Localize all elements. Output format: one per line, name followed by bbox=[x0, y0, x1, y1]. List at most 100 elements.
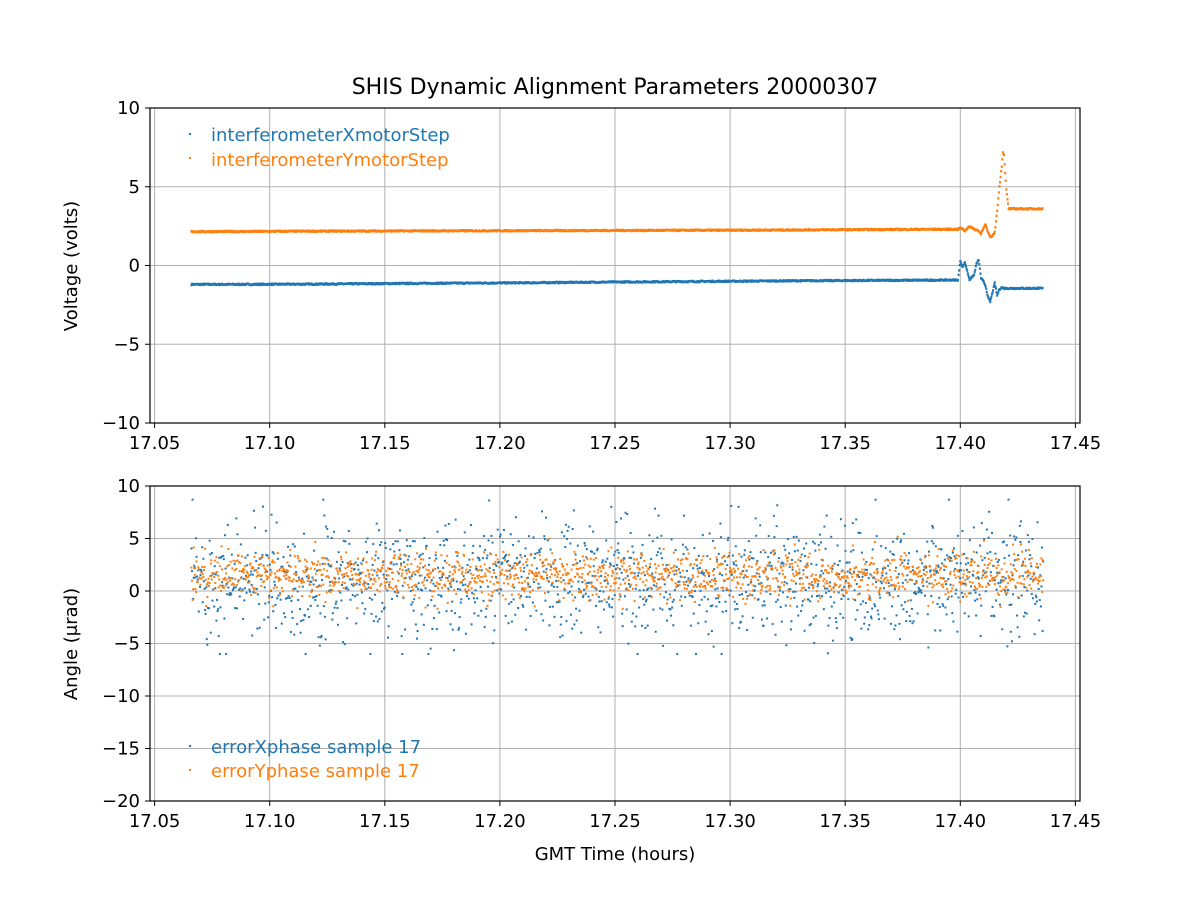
data-point bbox=[443, 559, 446, 562]
data-point bbox=[192, 576, 195, 579]
data-point bbox=[528, 595, 531, 598]
data-point bbox=[985, 528, 988, 531]
data-point bbox=[666, 598, 669, 601]
data-point bbox=[686, 548, 689, 551]
data-point bbox=[396, 540, 399, 543]
data-point bbox=[543, 538, 546, 541]
data-point bbox=[657, 514, 660, 517]
data-point bbox=[415, 570, 418, 573]
data-point bbox=[384, 542, 387, 545]
data-point bbox=[301, 577, 304, 580]
data-point bbox=[963, 552, 966, 555]
data-point bbox=[285, 569, 288, 572]
data-point bbox=[1000, 165, 1003, 168]
data-point bbox=[426, 579, 429, 582]
data-point bbox=[191, 570, 194, 573]
data-point bbox=[1012, 593, 1015, 596]
data-point bbox=[887, 564, 890, 567]
data-point bbox=[298, 559, 301, 562]
data-point bbox=[276, 597, 279, 600]
data-point bbox=[462, 575, 465, 578]
data-point bbox=[337, 623, 340, 626]
y-tick-label: 5 bbox=[129, 177, 140, 198]
data-point bbox=[390, 561, 393, 564]
data-point bbox=[454, 612, 457, 615]
data-point bbox=[318, 584, 321, 587]
data-point bbox=[247, 574, 250, 577]
data-point bbox=[296, 590, 299, 593]
data-point bbox=[402, 596, 405, 599]
data-point bbox=[211, 599, 214, 602]
data-point bbox=[1003, 163, 1006, 166]
data-point bbox=[879, 580, 882, 583]
data-point bbox=[398, 549, 401, 552]
data-point bbox=[471, 552, 474, 555]
data-point bbox=[588, 525, 591, 528]
data-point bbox=[397, 572, 400, 575]
data-point bbox=[616, 563, 619, 566]
data-point bbox=[634, 625, 637, 628]
data-point bbox=[982, 569, 985, 572]
data-point bbox=[239, 577, 242, 580]
data-point bbox=[740, 555, 743, 558]
data-point bbox=[996, 294, 999, 297]
data-point bbox=[396, 588, 399, 591]
data-point bbox=[981, 559, 984, 562]
data-point bbox=[1030, 592, 1033, 595]
data-point bbox=[928, 582, 931, 585]
data-point bbox=[335, 567, 338, 570]
data-point bbox=[438, 611, 441, 614]
data-point bbox=[852, 549, 855, 552]
data-point bbox=[1027, 540, 1030, 543]
data-point bbox=[225, 653, 228, 655]
data-point bbox=[714, 588, 717, 591]
data-point bbox=[317, 560, 320, 563]
data-point bbox=[355, 622, 358, 625]
data-point bbox=[589, 599, 592, 602]
data-point bbox=[309, 604, 312, 607]
data-point bbox=[238, 595, 241, 598]
data-point bbox=[712, 645, 715, 648]
data-point bbox=[743, 553, 746, 556]
data-point bbox=[934, 629, 937, 632]
data-point bbox=[926, 613, 929, 616]
data-point bbox=[830, 535, 833, 538]
data-point bbox=[525, 595, 528, 598]
data-point bbox=[212, 588, 215, 591]
data-point bbox=[229, 560, 232, 563]
data-point bbox=[988, 232, 991, 236]
data-point bbox=[910, 607, 913, 610]
data-point bbox=[784, 604, 787, 607]
data-point bbox=[258, 557, 261, 560]
data-point bbox=[843, 585, 846, 588]
data-point bbox=[453, 568, 456, 571]
data-point bbox=[423, 537, 426, 540]
data-point bbox=[416, 629, 419, 632]
data-point bbox=[567, 525, 570, 528]
data-point bbox=[456, 588, 459, 591]
data-point bbox=[481, 557, 484, 560]
data-point bbox=[423, 576, 426, 579]
data-point bbox=[804, 554, 807, 557]
data-point bbox=[332, 584, 335, 587]
data-point bbox=[500, 562, 503, 565]
data-point bbox=[1016, 626, 1019, 629]
data-point bbox=[192, 546, 195, 549]
data-point bbox=[238, 570, 241, 573]
data-point bbox=[218, 653, 221, 655]
data-point bbox=[281, 565, 284, 568]
data-point bbox=[237, 579, 240, 582]
data-point bbox=[288, 576, 291, 579]
data-point bbox=[194, 590, 197, 593]
data-point bbox=[472, 544, 475, 547]
data-point bbox=[984, 285, 987, 288]
data-point bbox=[577, 588, 580, 591]
data-point bbox=[967, 615, 970, 618]
data-point bbox=[612, 565, 615, 568]
data-point bbox=[263, 618, 266, 621]
data-point bbox=[955, 588, 958, 591]
data-point bbox=[838, 560, 841, 563]
data-point bbox=[330, 564, 333, 567]
data-point bbox=[379, 584, 382, 587]
data-point bbox=[435, 581, 438, 584]
